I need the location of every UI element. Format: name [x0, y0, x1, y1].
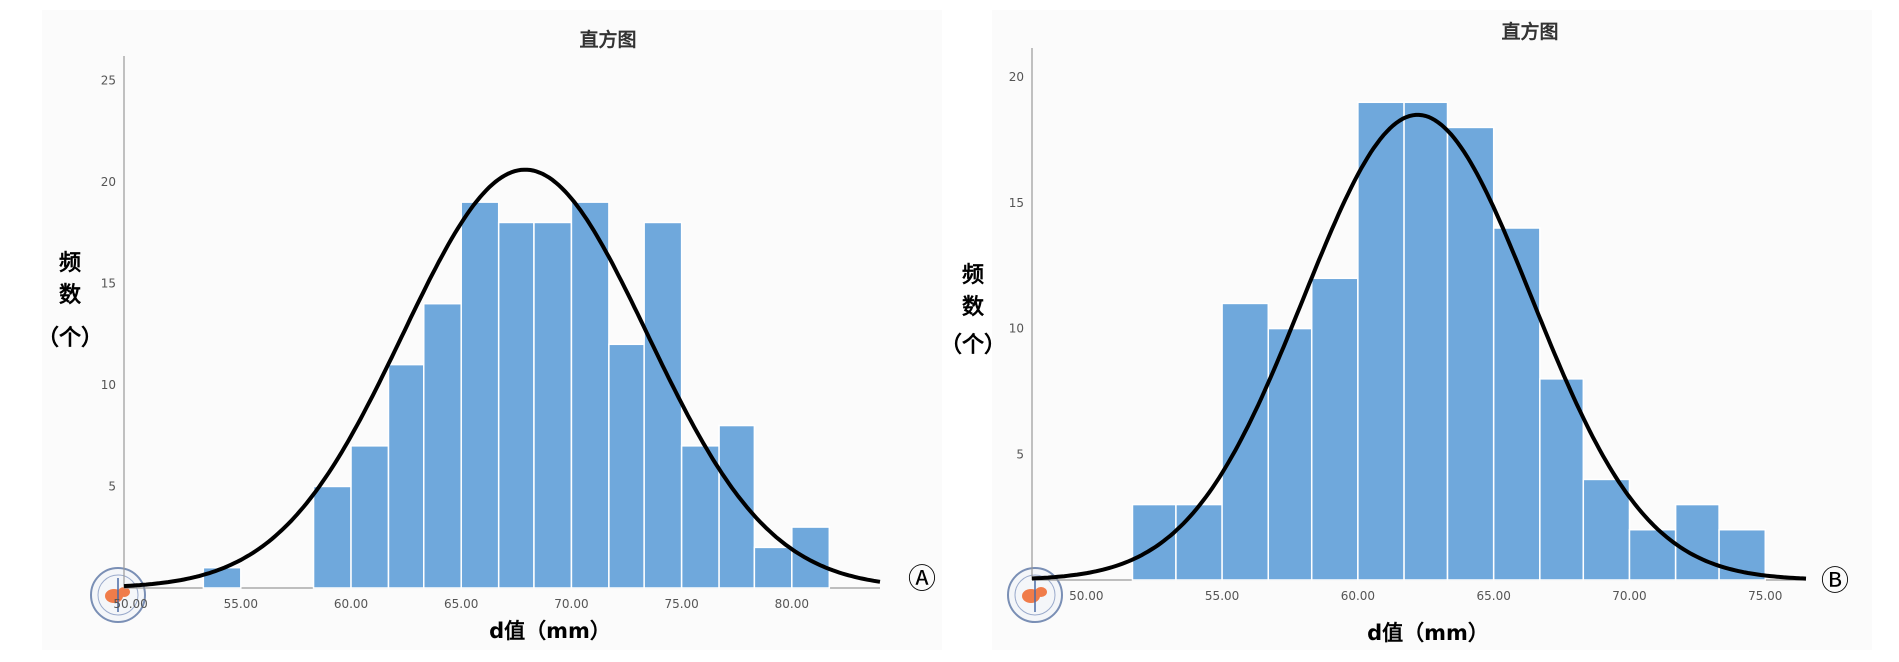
panel-b-bar-8	[1492, 227, 1541, 581]
panel-b-bar-5	[1357, 101, 1405, 581]
panel-a-bar-2	[350, 445, 390, 589]
panel-a-bar-13	[753, 546, 793, 589]
panel-b-x-tick-0: 50.00	[1069, 589, 1103, 603]
panel-b-xlabel: d值（mm）	[1367, 621, 1489, 645]
panel-b-bar-10	[1582, 478, 1631, 581]
panel-a-bar-7	[533, 221, 573, 589]
panel-a-x-tick-0: 50.00	[113, 597, 147, 611]
panel-a-x-tick-1: 55.00	[224, 597, 258, 611]
panel-b-ylabel-line-2: 数	[962, 294, 985, 320]
panel-b-title: 直方图	[1501, 20, 1558, 43]
panel-b-normal-curve	[1031, 112, 1807, 581]
panel-a-x-tick-6: 80.00	[775, 597, 809, 611]
panel-b-bar-7	[1446, 126, 1495, 581]
panel-a-bar-8	[570, 201, 610, 589]
panel-b-seal-logo	[1007, 567, 1063, 623]
panel-a-bar-10	[643, 221, 683, 589]
panel-a-x-tick-5: 75.00	[664, 597, 698, 611]
panel-b-x-tick-5: 75.00	[1748, 589, 1782, 603]
panel-b-marker: Ⓑ	[1821, 564, 1849, 597]
panel-a-marker: Ⓐ	[908, 562, 936, 595]
panel-b-bar-9	[1539, 378, 1585, 581]
panel-b-x-tick-3: 65.00	[1477, 589, 1511, 603]
panel-b-y-tick-2: 15	[1009, 196, 1024, 210]
panel-a-bar-4	[423, 302, 462, 589]
panel-a-y-tick-4: 25	[101, 73, 116, 87]
panel-a-seal-logo	[90, 567, 146, 623]
panel-a-y-tick-1: 10	[101, 378, 116, 392]
panel-b-y-tick-3: 20	[1009, 70, 1024, 84]
panel-b-bar-0	[1131, 503, 1177, 581]
panel-a-bar-6	[497, 221, 535, 589]
panel-b-y-tick-0: 5	[1016, 447, 1024, 461]
panel-b-bar-2	[1221, 302, 1270, 581]
panel-a-x-tick-3: 65.00	[444, 597, 478, 611]
panel-a-normal-curve	[123, 167, 881, 589]
panel-a-ylabel-line-1: 频	[59, 251, 81, 276]
panel-a-bar-9	[608, 343, 645, 589]
panel-b-x-tick-4: 70.00	[1612, 589, 1646, 603]
panel-a-bar-3	[387, 363, 425, 589]
panel-b-bar-4	[1310, 277, 1359, 581]
panel-a-y-tick-3: 20	[101, 175, 116, 189]
panel-a-ylabel-line-3: （个）	[37, 326, 103, 351]
panel-b-x-tick-2: 60.00	[1341, 589, 1375, 603]
panel-a-x-tick-2: 60.00	[334, 597, 368, 611]
panel-b-ylabel-line-3: （个）	[940, 333, 1006, 358]
plots-layer: 5 10 15 20 25 50.00 55.00 60.00 65.00 70.00 75.00 8…	[101, 48, 1807, 611]
panel-a-x-tick-4: 70.00	[554, 597, 588, 611]
panel-a-y-tick-0: 5	[108, 479, 116, 493]
panel-b-ylabel-line-1: 频	[962, 263, 984, 288]
panel-a-bar-5	[460, 201, 500, 589]
panel-b-bar-12	[1674, 503, 1720, 581]
panel-b-y-tick-1: 10	[1009, 322, 1024, 336]
panel-b-bar-6	[1403, 101, 1449, 581]
panel-b-x-tick-1: 55.00	[1205, 589, 1239, 603]
panel-a-title: 直方图	[579, 28, 636, 51]
panel-a-bar-14	[791, 526, 831, 589]
panel-a-xlabel: d值（mm）	[489, 619, 611, 643]
panel-a-y-tick-2: 15	[101, 276, 116, 290]
panel-b-bar-1	[1175, 503, 1223, 581]
panel-a-bar-1	[312, 485, 352, 589]
panel-a-bar-11	[680, 445, 720, 589]
panel-a-ylabel-line-2: 数	[59, 282, 82, 308]
panel-a-bar-0	[202, 566, 242, 589]
